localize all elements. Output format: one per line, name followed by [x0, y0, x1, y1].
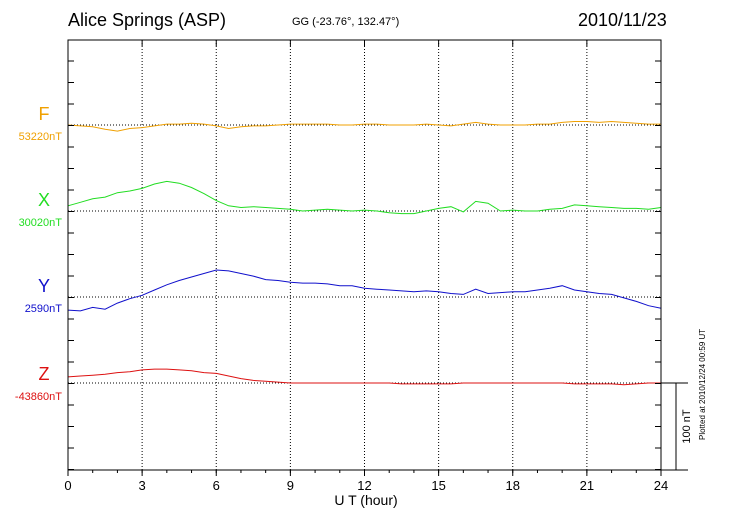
x-tick-label: 9 [287, 478, 294, 493]
plot-date: 2010/11/23 [578, 10, 667, 30]
plot-frame [67, 39, 662, 471]
grid-lines [68, 40, 661, 470]
x-tick-label: 21 [580, 478, 594, 493]
x-tick-label: 15 [431, 478, 445, 493]
series-z-name: Z [39, 364, 50, 384]
series-labels: F 53220nT X 30020nT Y 2590nT Z -43860nT [15, 104, 62, 403]
station-coordinates: GG (-23.76°, 132.47°) [292, 16, 400, 28]
series-f-baseline-value: 53220nT [19, 131, 63, 143]
x-tick-label: 6 [213, 478, 220, 493]
series-group [67, 120, 662, 386]
series-y-name: Y [38, 276, 50, 296]
series-y-baseline-value: 2590nT [25, 303, 63, 315]
x-tick-label: 3 [139, 478, 146, 493]
series-x-baseline-value: 30020nT [19, 217, 63, 229]
station-title: Alice Springs (ASP) [68, 10, 227, 30]
scale-bar-label: 100 nT [681, 409, 693, 444]
series-y-line [67, 269, 662, 312]
scale-bar: 100 nT [661, 382, 693, 471]
series-x-name: X [38, 190, 50, 210]
x-tick-label: 24 [654, 478, 668, 493]
series-x-line [67, 180, 662, 215]
x-tick-label: 12 [357, 478, 371, 493]
x-tick-label: 18 [506, 478, 520, 493]
x-tick-label: 0 [64, 478, 71, 493]
x-axis-label: U T (hour) [334, 492, 397, 508]
series-f-line [67, 120, 661, 132]
x-axis: 0 3 6 9 12 15 18 21 24 [64, 40, 668, 493]
series-f-name: F [39, 104, 50, 124]
series-z-baseline-value: -43860nT [15, 391, 62, 403]
series-z-line [67, 368, 661, 386]
plotted-timestamp: Plotted at 2010/12/24 00:59 UT [698, 328, 707, 440]
